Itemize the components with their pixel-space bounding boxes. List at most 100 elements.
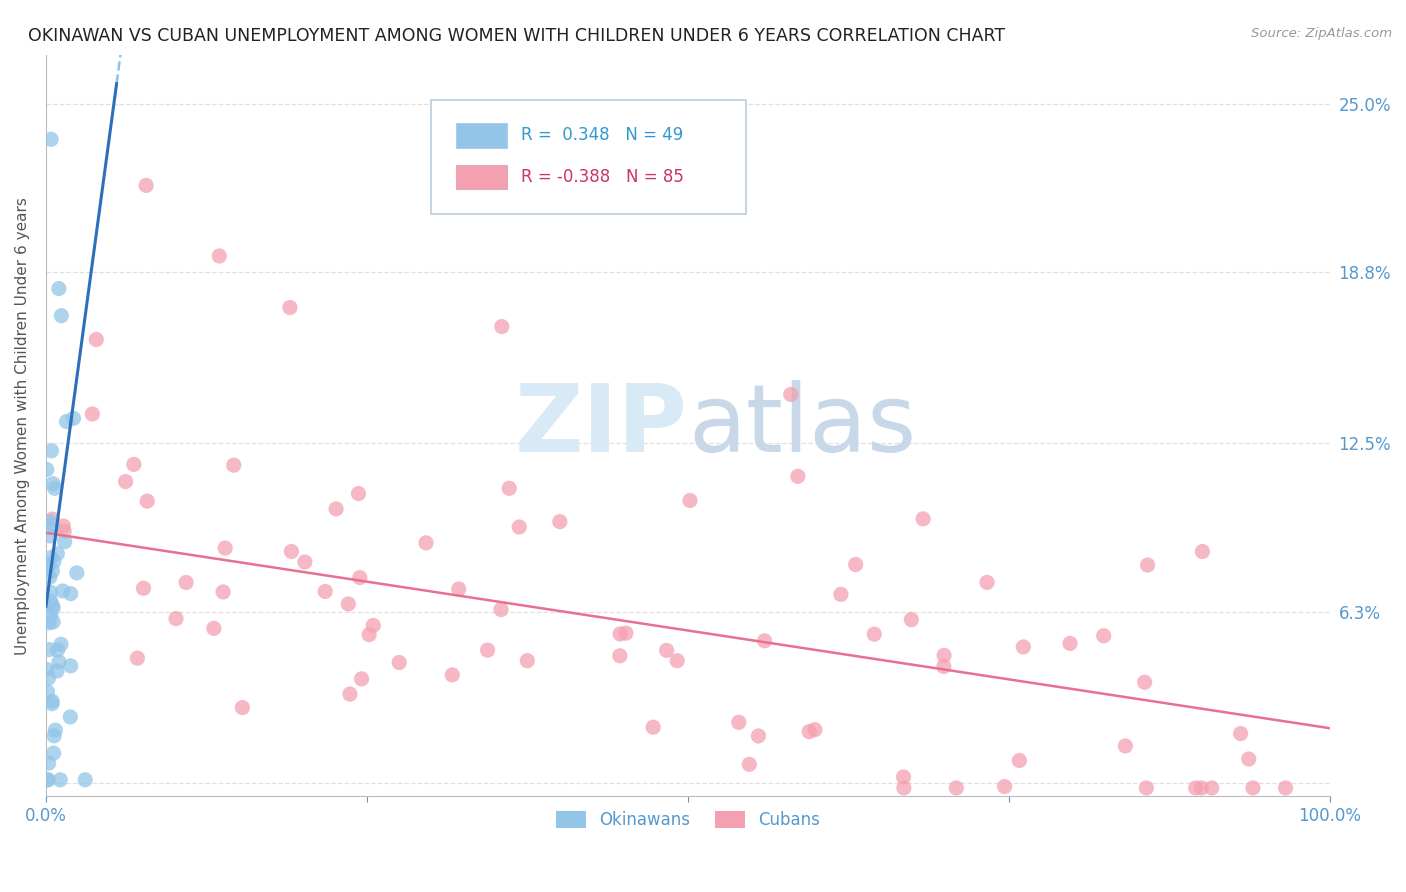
- Point: [44, 729, 66, 743]
- Point: [62, 411, 84, 425]
- Text: atlas: atlas: [688, 380, 917, 472]
- Point: [208, 249, 231, 263]
- Point: [212, 585, 235, 599]
- Point: [643, 720, 665, 734]
- Point: [1184, 780, 1206, 795]
- Text: ZIP: ZIP: [515, 380, 688, 472]
- Point: [37, 684, 59, 698]
- Point: [1229, 726, 1251, 740]
- Point: [39, 529, 62, 543]
- Point: [39, 132, 62, 146]
- Point: [498, 481, 520, 495]
- Point: [41, 443, 63, 458]
- Point: [46, 664, 69, 678]
- Point: [477, 643, 499, 657]
- Point: [42, 615, 65, 629]
- Point: [59, 587, 82, 601]
- Point: [165, 612, 187, 626]
- Point: [1136, 558, 1159, 572]
- Point: [114, 475, 136, 489]
- Point: [38, 756, 60, 771]
- Point: [325, 502, 347, 516]
- Point: [932, 659, 955, 673]
- Point: [41, 697, 63, 711]
- Y-axis label: Unemployment Among Women with Children Under 6 years: Unemployment Among Women with Children U…: [15, 196, 30, 655]
- Point: [1274, 780, 1296, 795]
- Point: [52, 519, 75, 533]
- Point: [42, 476, 65, 491]
- Point: [655, 643, 678, 657]
- Point: [863, 627, 886, 641]
- Point: [738, 757, 761, 772]
- Point: [1191, 544, 1213, 558]
- Point: [127, 651, 149, 665]
- Point: [59, 658, 82, 673]
- FancyBboxPatch shape: [432, 100, 745, 214]
- Point: [361, 618, 384, 632]
- Point: [548, 515, 571, 529]
- Point: [53, 534, 76, 549]
- Point: [75, 772, 97, 787]
- Point: [786, 469, 808, 483]
- Point: [42, 746, 65, 760]
- Point: [388, 656, 411, 670]
- Point: [1008, 754, 1031, 768]
- Point: [280, 544, 302, 558]
- Point: [893, 770, 915, 784]
- Point: [41, 564, 63, 578]
- Point: [754, 633, 776, 648]
- Point: [900, 613, 922, 627]
- Point: [932, 648, 955, 663]
- Point: [59, 710, 82, 724]
- Point: [51, 309, 73, 323]
- Point: [82, 407, 104, 421]
- Point: [347, 486, 370, 500]
- Point: [37, 559, 59, 574]
- Point: [994, 780, 1017, 794]
- Point: [893, 780, 915, 795]
- Point: [44, 481, 66, 495]
- Point: [1092, 629, 1115, 643]
- Point: [491, 319, 513, 334]
- Point: [976, 575, 998, 590]
- Point: [39, 608, 62, 623]
- FancyBboxPatch shape: [456, 123, 508, 148]
- Point: [359, 627, 381, 641]
- Point: [314, 584, 336, 599]
- Point: [1114, 739, 1136, 753]
- Point: [1241, 780, 1264, 795]
- Point: [222, 458, 245, 473]
- Point: [609, 627, 631, 641]
- Point: [830, 587, 852, 601]
- Point: [779, 387, 801, 401]
- Point: [66, 566, 89, 580]
- Point: [516, 654, 538, 668]
- Point: [609, 648, 631, 663]
- Point: [441, 668, 464, 682]
- Point: [1059, 636, 1081, 650]
- Point: [38, 515, 60, 529]
- Point: [447, 582, 470, 596]
- Point: [1012, 640, 1035, 654]
- Point: [41, 599, 63, 613]
- Point: [845, 558, 868, 572]
- Point: [41, 518, 63, 533]
- Point: [44, 723, 66, 738]
- Point: [38, 570, 60, 584]
- Point: [231, 700, 253, 714]
- Point: [39, 550, 62, 565]
- Point: [49, 637, 72, 651]
- FancyBboxPatch shape: [456, 165, 508, 189]
- Point: [508, 520, 530, 534]
- Point: [337, 597, 360, 611]
- Point: [278, 301, 301, 315]
- Point: [202, 621, 225, 635]
- Text: R = -0.388   N = 85: R = -0.388 N = 85: [522, 168, 683, 186]
- Point: [48, 655, 70, 669]
- Point: [49, 772, 72, 787]
- Text: Source: ZipAtlas.com: Source: ZipAtlas.com: [1251, 27, 1392, 40]
- Text: R =  0.348   N = 49: R = 0.348 N = 49: [522, 126, 683, 145]
- Point: [46, 643, 69, 657]
- Point: [136, 494, 159, 508]
- Point: [35, 462, 58, 476]
